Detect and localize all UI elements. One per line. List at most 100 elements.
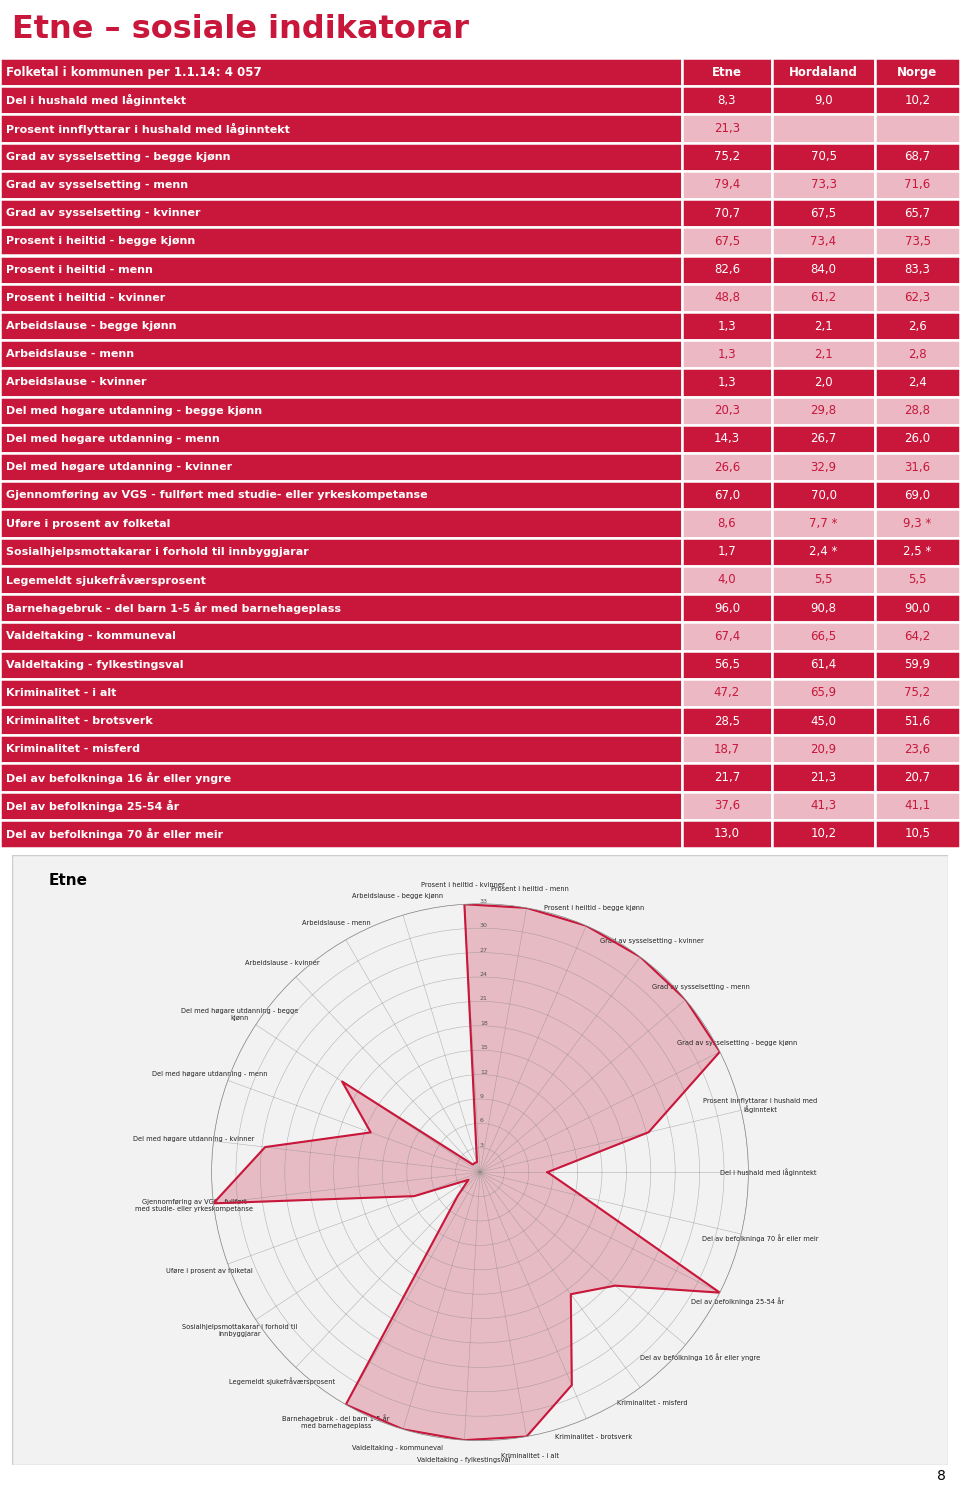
Bar — [772, 396, 875, 425]
Text: Del av befolkninga 16 år eller yngre: Del av befolkninga 16 år eller yngre — [6, 772, 231, 784]
Bar — [682, 255, 772, 283]
Bar — [682, 679, 772, 706]
Bar — [682, 200, 772, 228]
Bar — [772, 340, 875, 368]
Text: Barnehagebruk - del barn 1-5 år med barnehageplass: Barnehagebruk - del barn 1-5 år med barn… — [6, 602, 341, 614]
Bar — [682, 58, 772, 86]
Text: 23,6: 23,6 — [904, 742, 930, 755]
Bar — [772, 115, 875, 143]
Bar — [682, 86, 772, 115]
Text: 21,3: 21,3 — [714, 122, 740, 136]
Text: 73,3: 73,3 — [810, 179, 836, 191]
Bar — [875, 255, 960, 283]
Text: Norge: Norge — [898, 66, 938, 79]
Bar — [0, 623, 682, 651]
Text: 26,7: 26,7 — [810, 432, 836, 446]
Bar — [875, 595, 960, 623]
Text: Etne: Etne — [712, 66, 742, 79]
Text: 2,6: 2,6 — [908, 319, 926, 332]
Text: 20,9: 20,9 — [810, 742, 836, 755]
Text: 41,1: 41,1 — [904, 799, 930, 812]
Text: 28,8: 28,8 — [904, 404, 930, 417]
Bar — [772, 171, 875, 200]
Text: 70,7: 70,7 — [714, 207, 740, 219]
Bar — [875, 396, 960, 425]
Text: Grad av sysselsetting - begge kjønn: Grad av sysselsetting - begge kjønn — [6, 152, 230, 162]
Bar — [0, 510, 682, 538]
Bar — [682, 368, 772, 396]
Text: 7,7 *: 7,7 * — [809, 517, 838, 530]
Bar — [682, 283, 772, 311]
Text: 47,2: 47,2 — [714, 687, 740, 699]
Bar — [0, 396, 682, 425]
Text: Gjennomføring av VGS - fullført med studie- eller yrkeskompetanse: Gjennomføring av VGS - fullført med stud… — [6, 490, 427, 501]
FancyBboxPatch shape — [12, 855, 948, 1465]
Text: Del i hushald med låginntekt: Del i hushald med låginntekt — [6, 94, 186, 106]
Bar — [875, 791, 960, 820]
Text: 2,5 *: 2,5 * — [903, 545, 931, 559]
Bar — [682, 651, 772, 679]
Bar — [875, 311, 960, 340]
Text: 73,4: 73,4 — [810, 235, 836, 247]
Text: 26,6: 26,6 — [714, 460, 740, 474]
Bar — [875, 228, 960, 255]
Text: Etne – sosiale indikatorar: Etne – sosiale indikatorar — [12, 13, 468, 45]
Bar — [875, 481, 960, 510]
Text: 70,0: 70,0 — [810, 489, 836, 502]
Bar — [0, 679, 682, 706]
Text: 10,2: 10,2 — [904, 94, 930, 107]
Bar — [772, 311, 875, 340]
Bar — [875, 453, 960, 481]
Bar — [0, 86, 682, 115]
Bar — [772, 706, 875, 735]
Text: 8,6: 8,6 — [718, 517, 736, 530]
Bar — [875, 200, 960, 228]
Text: 4,0: 4,0 — [718, 574, 736, 587]
Text: 70,5: 70,5 — [810, 150, 836, 164]
Bar — [0, 143, 682, 171]
Text: Del med høgare utdanning - begge kjønn: Del med høgare utdanning - begge kjønn — [6, 405, 262, 416]
Text: Etne: Etne — [49, 873, 88, 888]
Text: 31,6: 31,6 — [904, 460, 930, 474]
Bar — [0, 311, 682, 340]
Bar — [772, 595, 875, 623]
Bar — [682, 396, 772, 425]
Text: 1,3: 1,3 — [718, 347, 736, 361]
Text: 68,7: 68,7 — [904, 150, 930, 164]
Bar — [875, 58, 960, 86]
Text: Del med høgare utdanning - kvinner: Del med høgare utdanning - kvinner — [6, 462, 232, 472]
Text: 9,3 *: 9,3 * — [903, 517, 931, 530]
Text: Sosialhjelpsmottakarar i forhold til innbyggjarar: Sosialhjelpsmottakarar i forhold til inn… — [6, 547, 309, 557]
Bar — [875, 510, 960, 538]
Bar — [772, 86, 875, 115]
Bar — [875, 623, 960, 651]
Bar — [682, 453, 772, 481]
Bar — [0, 453, 682, 481]
Bar — [772, 453, 875, 481]
Text: 79,4: 79,4 — [714, 179, 740, 191]
Bar — [875, 679, 960, 706]
Bar — [875, 651, 960, 679]
Text: 96,0: 96,0 — [714, 602, 740, 615]
Text: 2,1: 2,1 — [814, 347, 833, 361]
Text: 2,8: 2,8 — [908, 347, 926, 361]
Bar — [772, 791, 875, 820]
Text: 73,5: 73,5 — [904, 235, 930, 247]
Text: 45,0: 45,0 — [810, 715, 836, 727]
Bar — [0, 255, 682, 283]
Bar — [682, 171, 772, 200]
Bar — [0, 283, 682, 311]
Text: 13,0: 13,0 — [714, 827, 740, 840]
Text: 56,5: 56,5 — [714, 659, 740, 670]
Bar — [0, 538, 682, 566]
Text: 61,2: 61,2 — [810, 292, 836, 304]
Text: Arbeidslause - begge kjønn: Arbeidslause - begge kjønn — [6, 320, 177, 331]
Text: 9,0: 9,0 — [814, 94, 833, 107]
Text: 69,0: 69,0 — [904, 489, 930, 502]
Bar — [772, 283, 875, 311]
Bar — [682, 820, 772, 848]
Text: Valdeltaking - kommuneval: Valdeltaking - kommuneval — [6, 632, 176, 641]
Bar — [0, 763, 682, 791]
Bar — [875, 566, 960, 595]
Bar — [682, 340, 772, 368]
